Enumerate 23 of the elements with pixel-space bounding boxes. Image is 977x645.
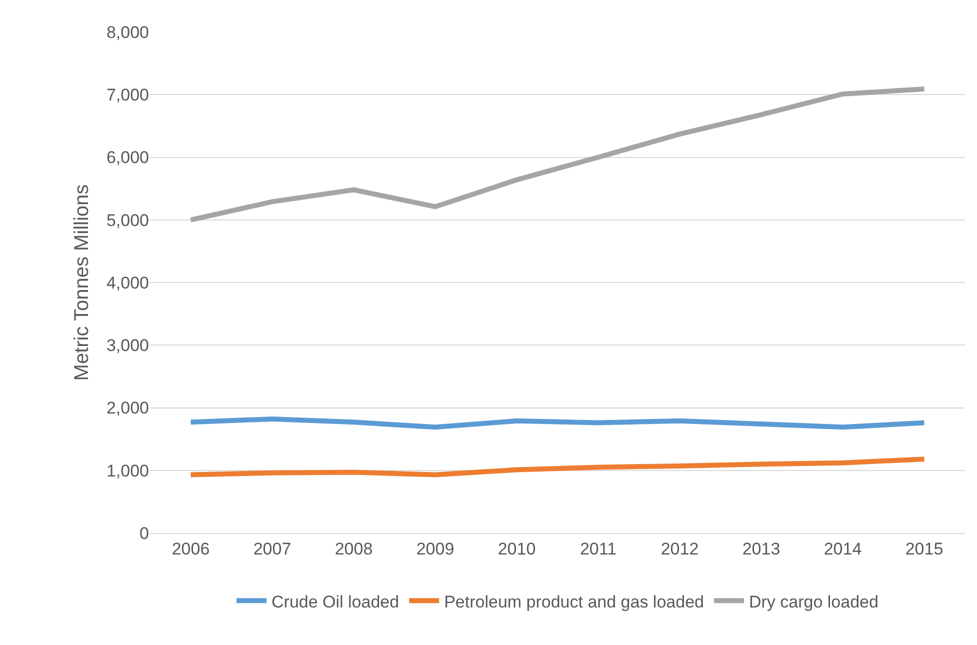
legend-label: Crude Oil loaded [272,592,400,612]
y-tick-label: 7,000 [106,86,149,105]
x-tick-label: 2012 [660,539,699,558]
x-tick-label: 2009 [416,539,454,558]
x-tick-label: 2007 [253,539,292,558]
y-tick-label: 1,000 [106,461,149,480]
x-tick-label: 2011 [580,539,617,558]
legend-label: Petroleum product and gas loaded [444,592,704,612]
x-tick-label: 2010 [498,539,536,558]
y-tick-label: 0 [140,524,149,543]
x-tick-label: 2015 [905,539,944,558]
x-tick-label: 2014 [824,539,862,558]
y-tick-label: 4,000 [106,273,149,292]
x-tick-label: 2008 [334,539,373,558]
y-tick-label: 8,000 [106,22,149,42]
x-tick-label: 2013 [742,539,780,558]
x-tick-label: 2006 [172,539,210,558]
y-tick-label: 5,000 [106,210,149,230]
legend-label: Dry cargo loaded [748,592,878,612]
y-tick-label: 2,000 [106,398,149,418]
y-axis-title: Metric Tonnes Millions [70,184,93,381]
y-tick-label: 3,000 [106,336,149,356]
y-tick-label: 6,000 [106,148,149,168]
